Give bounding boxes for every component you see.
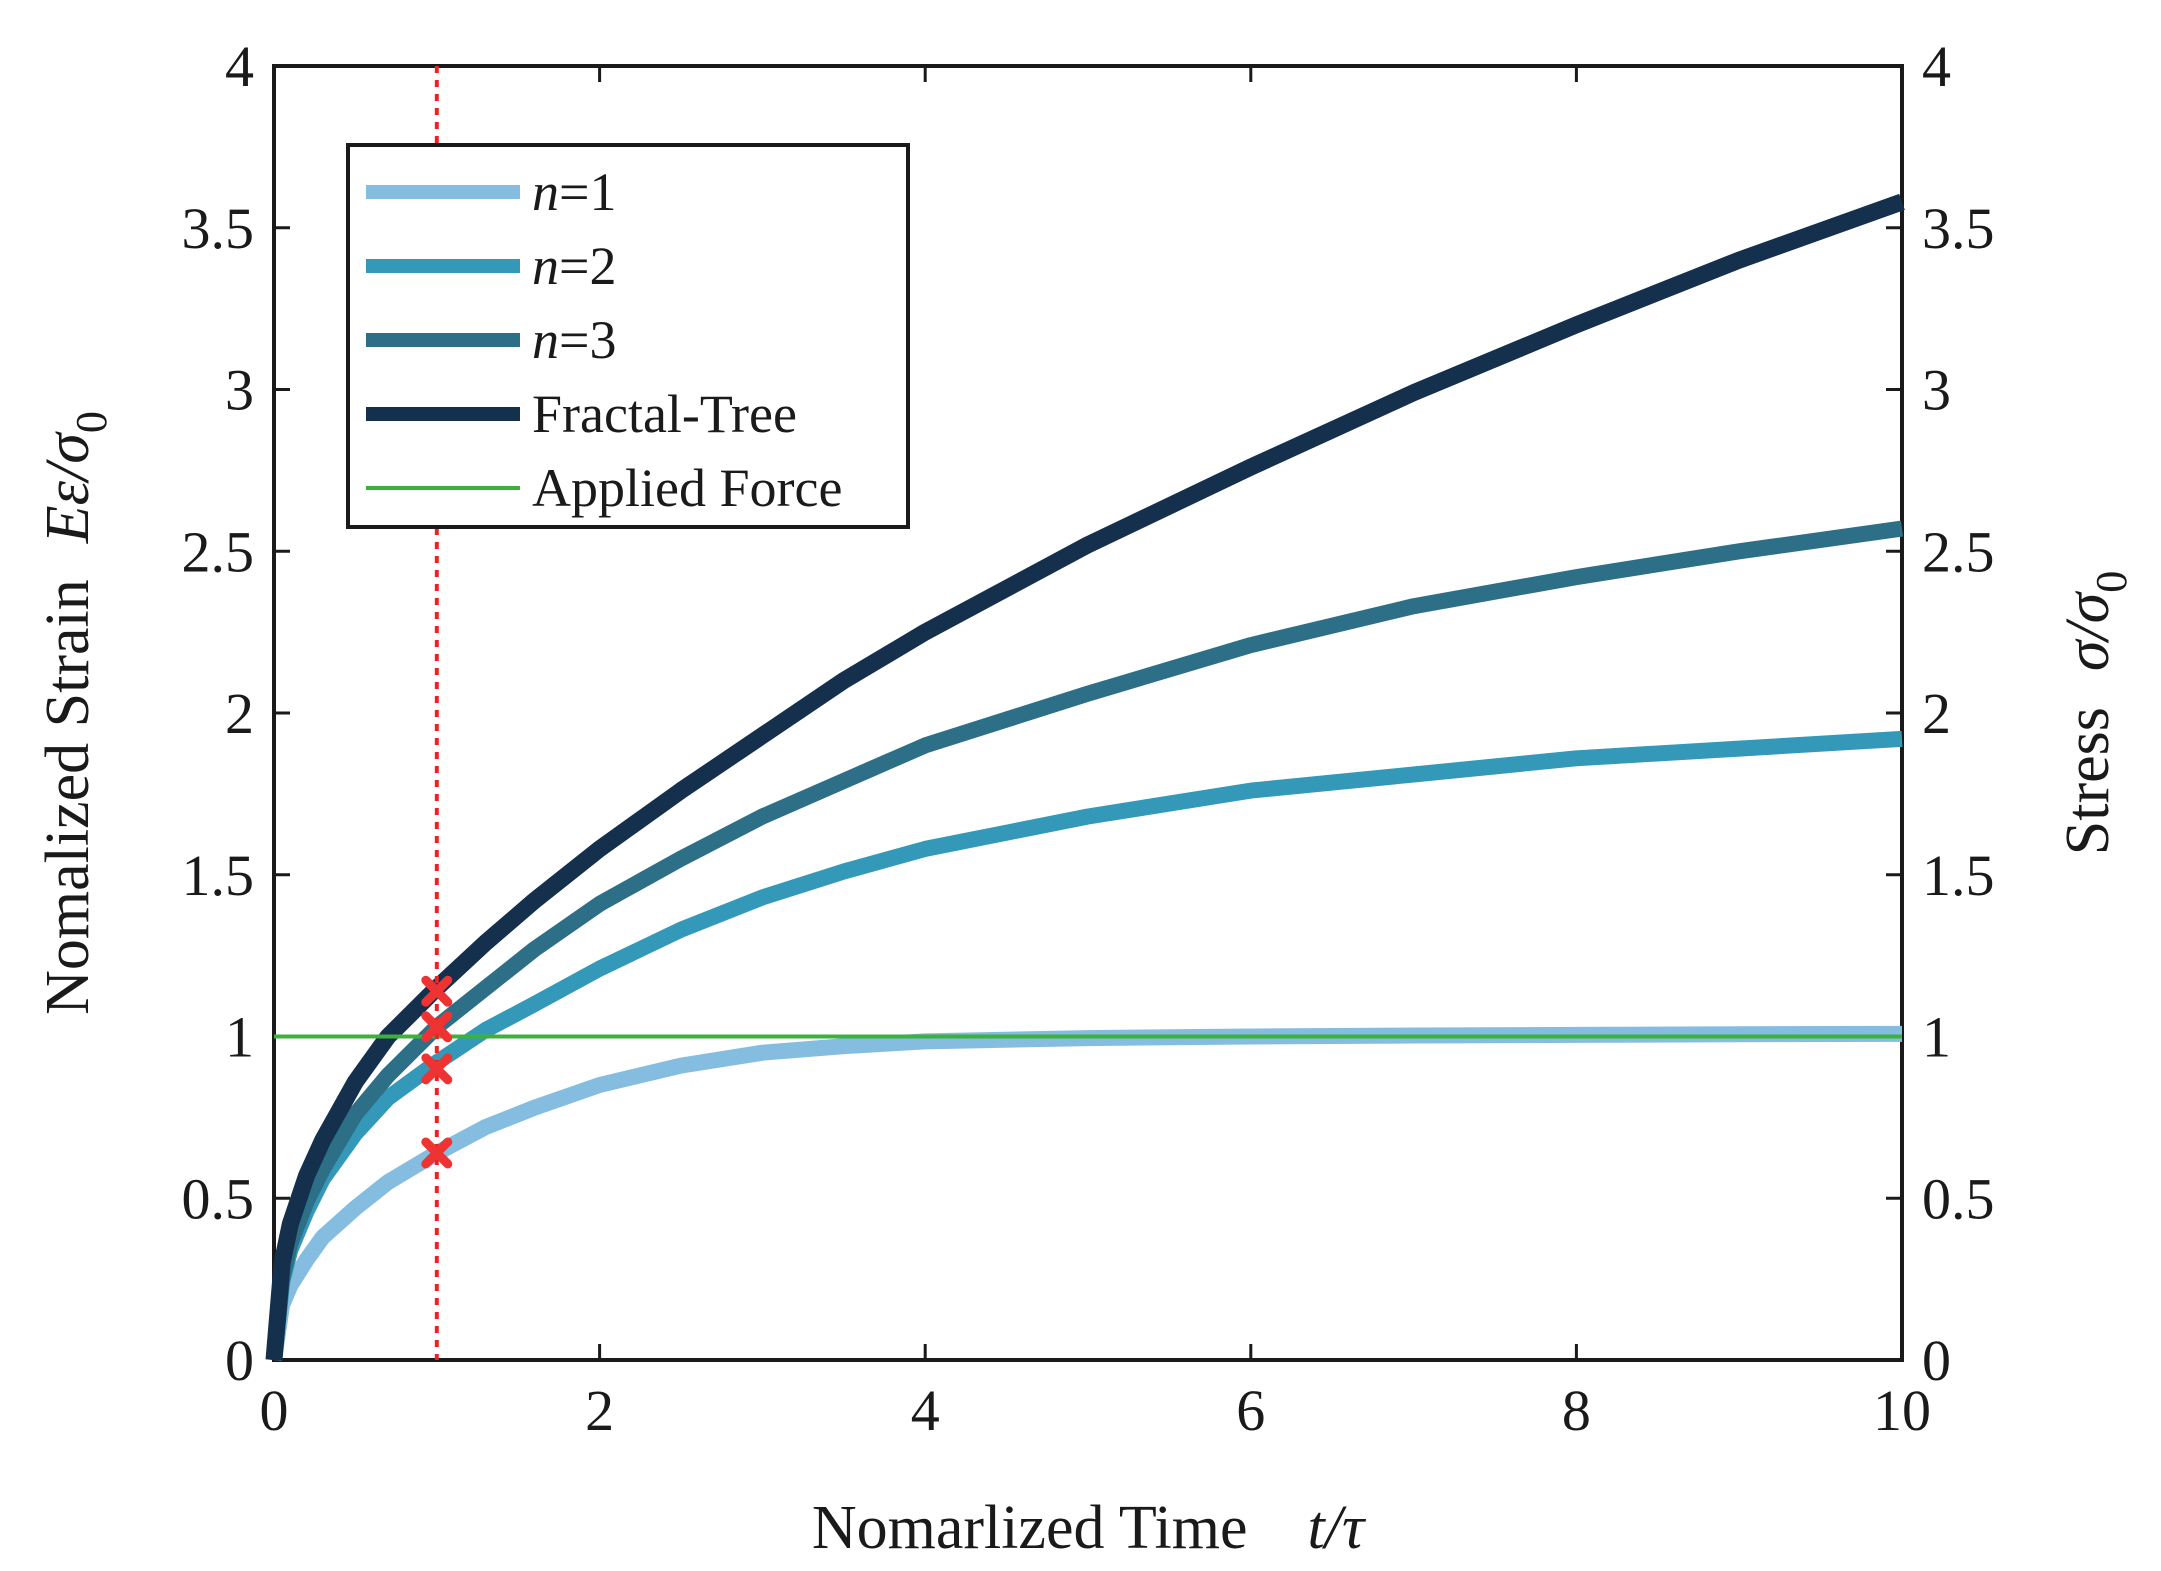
x-tick-label: 6 xyxy=(1236,1378,1265,1443)
y-left-tick-label: 2 xyxy=(225,681,254,746)
y-right-tick-label: 3 xyxy=(1922,358,1951,423)
x-axis-title: Nomarlized Time t/τ xyxy=(812,1494,1367,1562)
y-left-tick-label: 4 xyxy=(225,34,254,99)
legend-label-n2: n=2 xyxy=(532,236,616,296)
y-left-tick-label: 3 xyxy=(225,358,254,423)
y-left-tick-label: 1 xyxy=(225,1005,254,1070)
y-right-tick-label: 1.5 xyxy=(1922,843,1995,908)
y-left-tick-label: 0.5 xyxy=(182,1166,255,1231)
y-right-tick-label: 2 xyxy=(1922,681,1951,746)
y-left-tick-label: 1.5 xyxy=(182,843,255,908)
marker-x xyxy=(421,1011,453,1043)
series-line-n-1 xyxy=(266,1025,1903,1362)
y-right-tick-label: 3.5 xyxy=(1922,196,1995,261)
y-axis-right-subscript: 0 xyxy=(2087,571,2136,593)
y-axis-left-subscript: 0 xyxy=(67,411,116,433)
x-tick-label: 8 xyxy=(1562,1378,1591,1443)
series-line-n-2 xyxy=(266,730,1903,1361)
legend-label-applied-force: Applied Force xyxy=(532,458,842,518)
x-axis-symbol: t/τ xyxy=(1308,1494,1367,1562)
y-axis-left-title: Nomalized Strain Eε/σ0 xyxy=(34,411,116,1015)
ticks-layer: 0 2 4 6 8 1000.511.522.533.5400.511.522.533.5… xyxy=(182,34,1995,1443)
legend-label-fractal-tree: Fractal-Tree xyxy=(532,384,797,444)
y-axis-left-label: Nomalized Strain xyxy=(34,579,102,1015)
x-axis-label: Nomarlized Time xyxy=(812,1494,1248,1562)
y-right-tick-label: 1 xyxy=(1922,1005,1951,1070)
marker-x xyxy=(421,975,453,1007)
series-line-n-3 xyxy=(266,520,1904,1361)
y-right-tick-label: 2.5 xyxy=(1922,519,1995,584)
marker-x xyxy=(421,1137,453,1169)
x-tick-label: 10 xyxy=(1873,1378,1931,1443)
y-right-tick-label: 0 xyxy=(1922,1328,1951,1393)
y-right-tick-label: 4 xyxy=(1922,34,1951,99)
y-axis-right-label: Stress xyxy=(2054,707,2122,855)
legend-label-n3: n=3 xyxy=(532,310,616,370)
series-layer xyxy=(265,193,1905,1362)
x-tick-label: 0 xyxy=(260,1378,289,1443)
legend: n=1 n=2 n=3 Fractal-Tree Applied Force xyxy=(346,143,910,529)
y-axis-right-symbol: σ/σ xyxy=(2054,590,2122,671)
series-line-fractal-tree xyxy=(265,193,1905,1361)
y-right-tick-label: 0.5 xyxy=(1922,1166,1995,1231)
y-axis-right-title: Stress σ/σ0 xyxy=(2054,571,2136,856)
y-left-tick-label: 0 xyxy=(225,1328,254,1393)
marker-x xyxy=(421,1053,453,1085)
x-tick-label: 4 xyxy=(911,1378,940,1443)
y-left-tick-label: 2.5 xyxy=(182,519,255,584)
x-tick-label: 2 xyxy=(585,1378,614,1443)
y-axis-left-symbol: Eε/σ xyxy=(34,431,102,545)
legend-label-n1: n=1 xyxy=(532,162,616,222)
y-left-tick-label: 3.5 xyxy=(182,196,255,261)
